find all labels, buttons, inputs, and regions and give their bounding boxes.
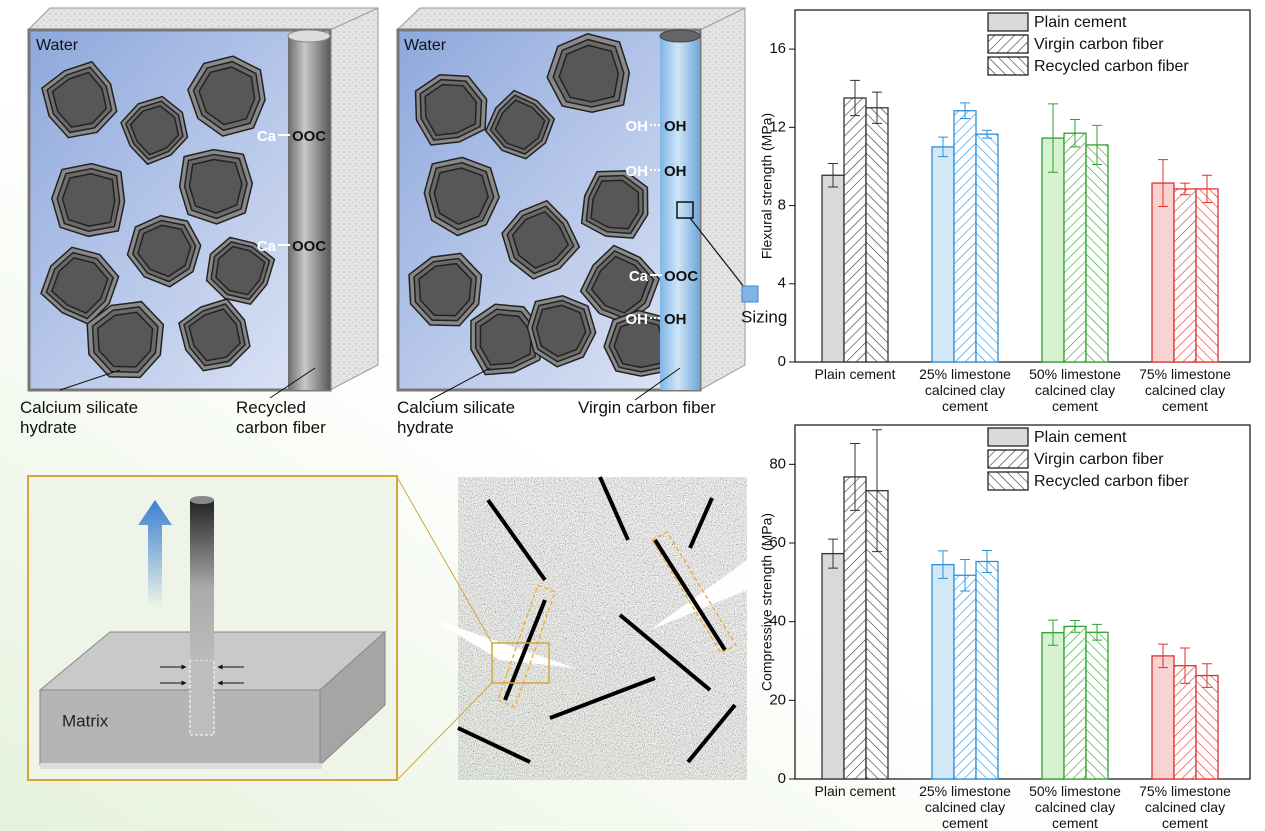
x-tick-label-text: 75% limestone calcined clay cement (1123, 783, 1247, 831)
figure: Water Water Sizing Ca OOC Ca OOC OH OH OH OH Ca O… (0, 0, 1265, 831)
bar (1152, 656, 1174, 779)
bar (932, 565, 954, 779)
particle (480, 314, 531, 365)
x-tick-label: 50% limestone calcined clay cement (1013, 783, 1137, 831)
legend-label: Plain cement (1034, 429, 1127, 446)
pullout-diagram: Matrix (28, 476, 397, 780)
y-tick-label: 0 (778, 353, 786, 370)
y-axis-label: Compressive strength (MPa) (759, 513, 775, 691)
sizing-label: Sizing (741, 307, 787, 326)
x-tick-label: 50% limestone calcined clay cement (1013, 366, 1137, 418)
legend-label: Virgin carbon fiber (1034, 36, 1164, 53)
x-tick-label-text: 50% limestone calcined clay cement (1013, 366, 1137, 414)
bar (1064, 626, 1086, 779)
bar (976, 561, 998, 779)
bar (866, 108, 888, 362)
bar (844, 98, 866, 362)
page: Carbon fiber cement figure {"chart_data"… (0, 0, 1265, 831)
bar (822, 554, 844, 779)
x-tick-label-text: 25% limestone calcined clay cement (903, 366, 1027, 414)
bar (954, 575, 976, 779)
x-tick-label: 75% limestone calcined clay cement (1123, 366, 1247, 418)
bar (822, 175, 844, 362)
bar (954, 111, 976, 362)
y-tick-label: 16 (769, 40, 786, 57)
panel-b: Water Sizing (397, 8, 787, 390)
y-tick-label: 4 (778, 275, 786, 292)
y-axis-label: Flexural strength (MPa) (759, 113, 775, 259)
bond-left: Ca (629, 268, 649, 285)
legend-swatch (988, 13, 1028, 31)
x-tick-label-text: 25% limestone calcined clay cement (903, 783, 1027, 831)
x-tick-label-text: 75% limestone calcined clay cement (1123, 366, 1247, 414)
y-tick-label: 0 (778, 770, 786, 787)
caption: Recycled carbon fiber (236, 398, 346, 448)
particle (425, 85, 476, 136)
bar (1196, 676, 1218, 779)
bar (932, 147, 954, 362)
x-tick-label: Plain cement (793, 366, 917, 418)
x-tick-label-text: Plain cement (793, 783, 917, 799)
particle (559, 45, 618, 102)
bond-right: OH (664, 163, 687, 180)
x-tick-label: 75% limestone calcined clay cement (1123, 783, 1247, 831)
bond-right: OH (664, 118, 687, 135)
water-label: Water (404, 37, 447, 54)
y-tick-label: 80 (769, 455, 786, 472)
particle (591, 180, 639, 228)
bond-left: OH (626, 118, 649, 135)
panel-a: Water (28, 8, 378, 390)
caption: Calcium silicate hydrate (20, 398, 180, 448)
y-tick-label: 20 (769, 691, 786, 708)
bar (1196, 189, 1218, 362)
bond-right: OOC (292, 128, 326, 145)
caption: Virgin carbon fiber (578, 398, 768, 428)
bar (1064, 133, 1086, 362)
bond-left: OH (626, 163, 649, 180)
bar (844, 477, 866, 779)
x-tick-label-text: Plain cement (793, 366, 917, 382)
particle (190, 160, 242, 214)
caption-text: Calcium silicate hydrate (20, 398, 180, 438)
legend-label: Recycled carbon fiber (1034, 473, 1189, 490)
legend-swatch (988, 450, 1028, 468)
body: Water Water Sizing Ca OOC Ca OOC OH OH OH OH Ca O… (0, 0, 1265, 831)
legend-swatch (988, 428, 1028, 446)
bond-right: OOC (292, 238, 326, 255)
legend-label: Plain cement (1034, 14, 1127, 31)
x-tick-label-text: 50% limestone calcined clay cement (1013, 783, 1137, 831)
caption: Calcium silicate hydrate (397, 398, 557, 448)
caption-text: Virgin carbon fiber (578, 398, 768, 418)
bar (1152, 183, 1174, 362)
bar (1086, 145, 1108, 362)
bond-left: OH (626, 311, 649, 328)
bar (1042, 633, 1064, 779)
bond-left: Ca (257, 128, 277, 145)
y-tick-label: 8 (778, 197, 786, 214)
bar (1174, 189, 1196, 362)
bar (976, 134, 998, 362)
particle (63, 174, 115, 226)
x-tick-label: 25% limestone calcined clay cement (903, 783, 1027, 831)
bond-right: OOC (664, 268, 698, 285)
x-tick-label: 25% limestone calcined clay cement (903, 366, 1027, 418)
legend-label: Recycled carbon fiber (1034, 58, 1189, 75)
bond-left: Ca (257, 238, 277, 255)
bar (1086, 632, 1108, 779)
legend-swatch (988, 35, 1028, 53)
legend-label: Virgin carbon fiber (1034, 451, 1164, 468)
caption-text: Calcium silicate hydrate (397, 398, 557, 438)
legend-swatch (988, 472, 1028, 490)
x-tick-label: Plain cement (793, 783, 917, 831)
bond-right: OH (664, 311, 687, 328)
legend-swatch (988, 57, 1028, 75)
water-label: Water (36, 37, 79, 54)
matrix-label: Matrix (62, 711, 109, 730)
caption-text: Recycled carbon fiber (236, 398, 346, 438)
